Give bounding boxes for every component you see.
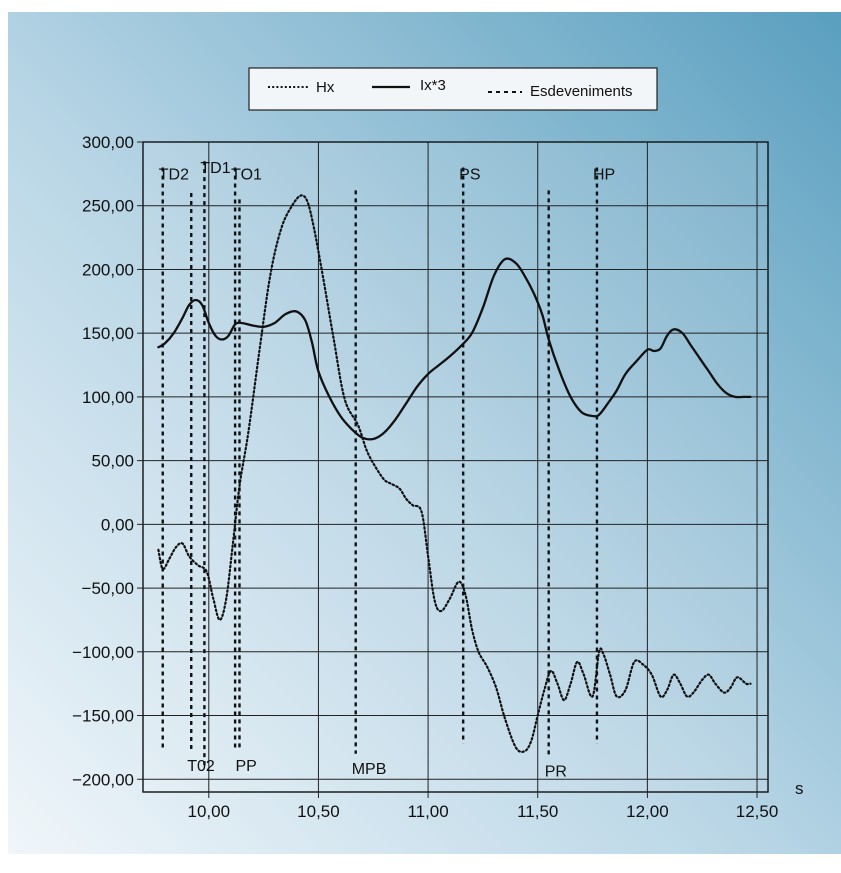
event-label: T02 — [187, 758, 215, 775]
y-tick-label: 250,00 — [82, 197, 134, 216]
x-tick-label: 10,00 — [188, 802, 231, 821]
event-label: TD1 — [200, 160, 230, 177]
y-tick-label: 150,00 — [82, 324, 134, 343]
y-tick-label: 50,00 — [91, 452, 134, 471]
y-tick-label: −200,00 — [72, 770, 134, 789]
data-series — [157, 194, 752, 754]
event-label: PR — [545, 763, 567, 780]
x-axis-ticks: 10,00 10,50 11,00 11,50 12,00 12,50 — [188, 792, 779, 821]
x-axis-label: s — [795, 779, 804, 798]
x-tick-label: 10,50 — [297, 802, 340, 821]
event-label: TD2 — [159, 166, 189, 183]
x-tick-label: 12,50 — [736, 802, 779, 821]
x-tick-label: 11,50 — [517, 802, 558, 821]
series-line-hx — [157, 194, 752, 754]
y-tick-label: 0,00 — [101, 515, 134, 534]
plot-area — [143, 142, 768, 792]
y-tick-label: −50,00 — [82, 579, 134, 598]
y-tick-label: 200,00 — [82, 260, 134, 279]
y-tick-label: −150,00 — [72, 707, 134, 726]
y-tick-label: 300,00 — [82, 133, 134, 152]
y-axis-ticks: 300,00 250,00 200,00 150,00 100,00 50,00 0,00 −… — [72, 133, 143, 789]
x-tick-label: 11,00 — [407, 802, 448, 821]
event-label: TO1 — [231, 166, 262, 183]
y-tick-label: −100,00 — [72, 643, 134, 662]
legend: Hx Ix*3 Esdeveniments — [248, 67, 658, 111]
event-label: PP — [235, 758, 256, 775]
axes — [142, 141, 769, 793]
legend-label-events: Esdeveniments — [530, 83, 633, 100]
legend-label-hx: Hx — [316, 79, 335, 96]
event-markers: TD2 T02 TD1 TO1 PP MPB PS PR HP — [159, 160, 615, 780]
x-tick-label: 12,00 — [626, 802, 669, 821]
plot-border — [142, 141, 769, 793]
event-label: MPB — [352, 761, 387, 778]
event-label: HP — [593, 166, 615, 183]
series-line-ix3 — [157, 257, 752, 441]
y-tick-label: 100,00 — [82, 388, 134, 407]
legend-label-ix3: Ix*3 — [420, 77, 446, 94]
event-label: PS — [459, 166, 480, 183]
legend-box — [248, 67, 658, 111]
